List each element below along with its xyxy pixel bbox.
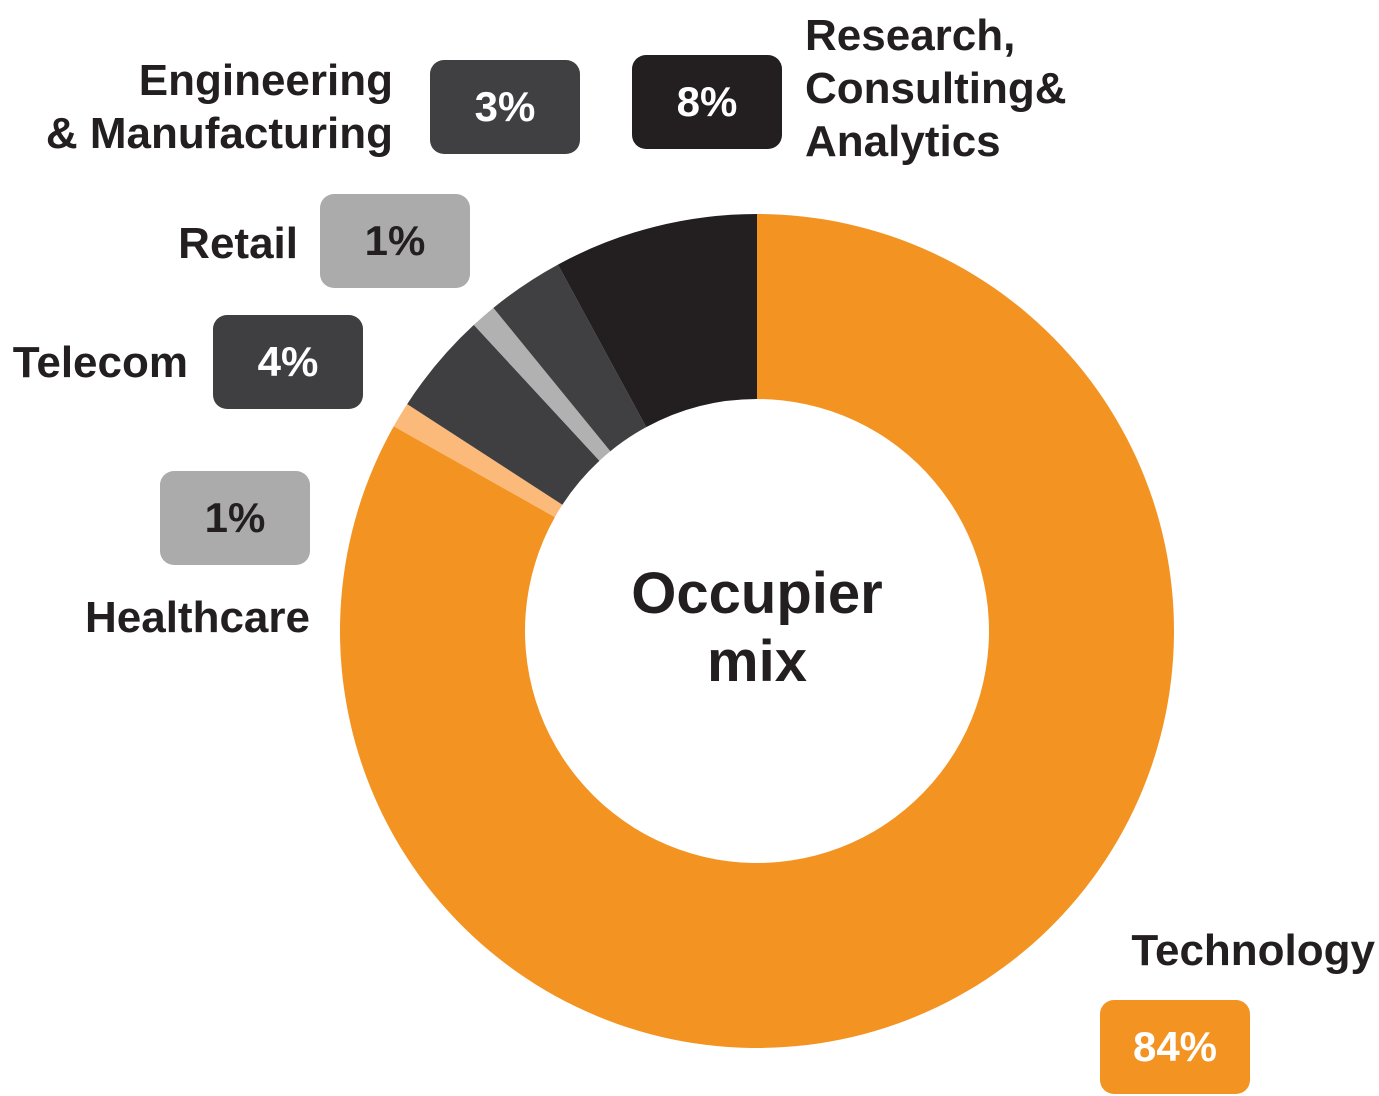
- category-label: Telecom: [12, 338, 188, 387]
- chart-title: Occupier mix: [631, 561, 883, 694]
- value-label: 1%: [160, 471, 310, 565]
- category-label: Healthcare: [84, 593, 310, 642]
- value-label: 4%: [213, 315, 363, 409]
- donut-segment: [393, 404, 563, 518]
- category-label: Research, Consulting& Analytics: [805, 11, 1067, 166]
- donut-segment: [493, 264, 647, 452]
- value-label: 3%: [430, 60, 580, 154]
- category-label: Retail: [178, 219, 298, 268]
- donut-segment: [557, 214, 757, 428]
- category-label: Technology: [1131, 926, 1375, 975]
- value-label: 8%: [632, 55, 782, 149]
- value-label: 84%: [1100, 1000, 1250, 1094]
- donut-segment: [407, 324, 600, 505]
- value-label: 1%: [320, 194, 470, 288]
- category-label: Engineering & Manufacturing: [45, 56, 393, 158]
- donut-segment: [339, 214, 1174, 1048]
- donut-segment: [473, 307, 611, 461]
